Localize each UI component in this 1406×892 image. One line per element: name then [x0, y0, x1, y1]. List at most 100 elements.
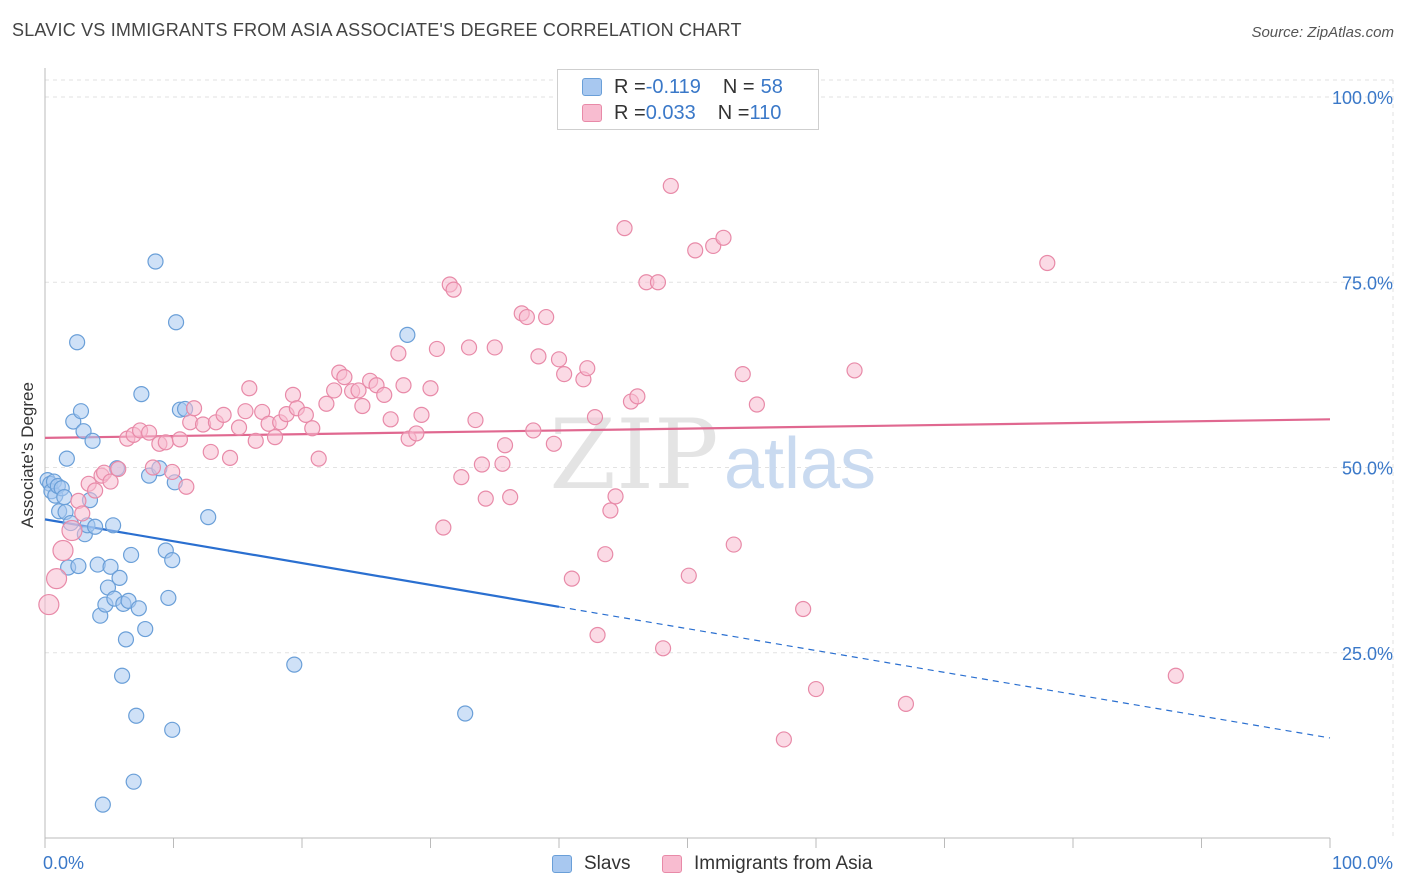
- point-asia: [496, 437, 514, 454]
- point-slavs: [102, 558, 119, 575]
- stats-legend: R = -0.119 N = 58 R = 0.033 N = 110: [557, 69, 819, 130]
- point-asia: [202, 443, 219, 461]
- point-asia: [408, 425, 425, 442]
- point-asia: [171, 431, 189, 448]
- point-asia: [467, 411, 484, 429]
- trend-line-slavs: [44, 518, 560, 608]
- slavs-swatch: [582, 78, 602, 96]
- point-asia: [266, 429, 284, 446]
- point-asia: [336, 368, 353, 386]
- stats-legend-row-asia: R = 0.033 N = 110: [582, 101, 781, 125]
- gridlines: [45, 79, 1394, 838]
- asia-swatch: [582, 104, 602, 122]
- watermark-zip: ZIP: [549, 399, 718, 511]
- point-asia: [795, 600, 812, 618]
- y-tick-label: 50.0%: [1342, 459, 1393, 479]
- point-slavs: [113, 667, 131, 684]
- point-asia: [477, 490, 494, 507]
- point-asia: [1167, 667, 1184, 684]
- point-slavs: [87, 518, 104, 535]
- y-tick-label: 75.0%: [1342, 273, 1393, 293]
- point-slavs: [164, 552, 181, 569]
- point-asia: [428, 340, 446, 358]
- point-slavs: [105, 517, 122, 534]
- point-asia: [616, 220, 633, 237]
- point-asia: [445, 281, 462, 298]
- point-asia: [579, 360, 596, 377]
- point-asia: [61, 519, 83, 542]
- point-asia: [215, 406, 232, 423]
- point-slavs: [399, 326, 416, 343]
- tick-labels: 100.0% 75.0% 50.0% 25.0% 0.0% 100.0%: [43, 88, 1393, 873]
- stats-legend-row-slavs: R = -0.119 N = 58: [582, 75, 783, 99]
- point-asia: [607, 488, 624, 505]
- point-slavs: [160, 589, 177, 607]
- point-asia: [654, 640, 672, 657]
- point-asia: [680, 567, 697, 584]
- legend-label-asia: Immigrants from Asia: [694, 853, 873, 874]
- point-asia: [185, 400, 203, 417]
- point-asia: [376, 386, 393, 403]
- point-asia: [390, 345, 407, 362]
- point-asia: [45, 568, 68, 590]
- n-value: 110: [749, 101, 782, 124]
- watermark: ZIP atlas: [549, 399, 876, 511]
- point-asia: [453, 469, 470, 486]
- chart-title: SLAVIC VS IMMIGRANTS FROM ASIA ASSOCIATE…: [12, 20, 742, 40]
- point-asia: [597, 546, 614, 563]
- point-slavs: [117, 631, 135, 648]
- r-label: R =: [614, 101, 646, 124]
- point-slavs: [128, 707, 145, 724]
- legend-item-asia[interactable]: Immigrants from Asia: [662, 852, 872, 876]
- point-slavs: [125, 773, 142, 790]
- point-asia: [846, 362, 863, 379]
- point-asia: [545, 435, 562, 452]
- point-asia: [1039, 254, 1056, 272]
- n-label: N =: [722, 75, 755, 98]
- legend-label-slavs: Slavs: [584, 853, 631, 874]
- point-asia: [662, 177, 679, 195]
- point-asia: [550, 351, 568, 368]
- point-asia: [395, 377, 412, 394]
- r-value: -0.119: [645, 75, 701, 98]
- point-asia: [87, 482, 104, 499]
- point-asia: [350, 382, 367, 399]
- data-points: [38, 177, 1184, 813]
- point-asia: [326, 382, 343, 399]
- point-slavs: [84, 432, 101, 449]
- point-slavs: [69, 334, 86, 351]
- point-asia: [164, 463, 181, 481]
- point-asia: [241, 380, 258, 397]
- point-asia: [460, 339, 478, 356]
- point-asia: [140, 424, 158, 441]
- point-slavs: [70, 557, 87, 575]
- point-slavs: [72, 403, 90, 420]
- y-tick-label: 100.0%: [1332, 88, 1393, 108]
- point-asia: [502, 489, 519, 506]
- point-asia: [602, 502, 619, 519]
- legend-item-slavs[interactable]: Slavs: [552, 852, 630, 876]
- point-asia: [102, 473, 119, 490]
- source-label: Source: ZipAtlas.com: [1251, 24, 1394, 41]
- point-asia: [422, 380, 439, 397]
- point-asia: [318, 395, 335, 412]
- point-slavs: [122, 546, 140, 564]
- point-asia: [237, 403, 254, 420]
- point-asia: [157, 434, 174, 451]
- trend-line-slavs-extension: [558, 606, 1331, 739]
- point-slavs: [58, 450, 75, 467]
- point-asia: [563, 570, 580, 587]
- point-asia: [775, 731, 792, 748]
- point-asia: [304, 420, 321, 437]
- point-asia: [687, 242, 704, 259]
- y-tick-label: 25.0%: [1342, 644, 1393, 664]
- point-slavs: [111, 569, 128, 587]
- r-value: 0.033: [645, 101, 696, 124]
- point-asia: [284, 386, 302, 403]
- point-asia: [38, 593, 60, 616]
- point-asia: [110, 460, 127, 478]
- n-label: N =: [717, 101, 750, 124]
- axes: [44, 68, 1331, 848]
- n-value: 58: [760, 75, 783, 98]
